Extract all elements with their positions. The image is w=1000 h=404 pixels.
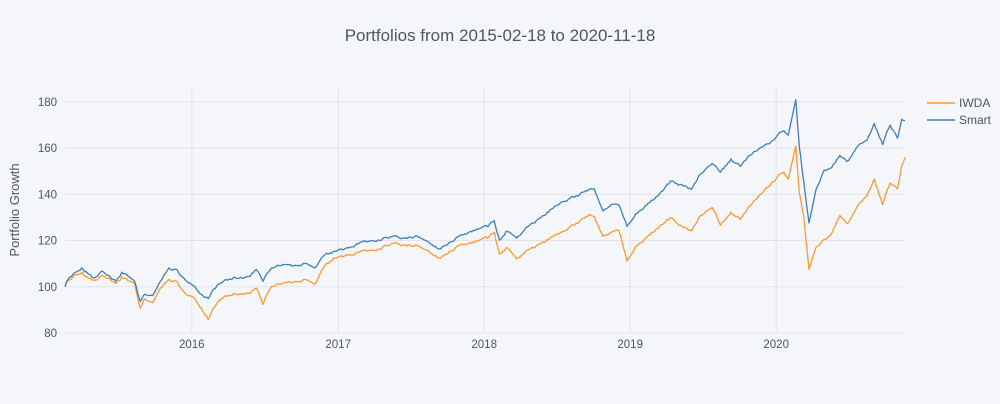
y-tick-label: 160: [38, 143, 57, 155]
x-tick-label: 2016: [179, 339, 205, 351]
grid: [65, 88, 905, 334]
y-axis-title: Portfolio Growth: [7, 163, 22, 256]
y-tick-label: 180: [38, 97, 57, 109]
series-line-smart: [64, 99, 906, 302]
y-tick-label: 140: [38, 189, 57, 201]
y-tick-label: 80: [44, 328, 57, 340]
chart-title: Portfolios from 2015-02-18 to 2020-11-18: [345, 26, 656, 45]
y-tick-label: 120: [38, 236, 57, 248]
x-tick-label: 2017: [325, 339, 351, 351]
axes: 80 100 120 140 160 180 2016 2017 2018 2019 2020: [38, 97, 789, 351]
series-line-iwda: [64, 145, 906, 321]
legend: IWDA Smart: [927, 96, 992, 127]
x-tick-label: 2019: [617, 339, 643, 351]
x-tick-label: 2020: [763, 339, 789, 351]
y-tick-label: 100: [38, 282, 57, 294]
legend-label-iwda: IWDA: [959, 96, 990, 110]
x-tick-label: 2018: [471, 339, 497, 351]
series-lines: [64, 99, 906, 321]
legend-label-smart: Smart: [959, 113, 992, 127]
